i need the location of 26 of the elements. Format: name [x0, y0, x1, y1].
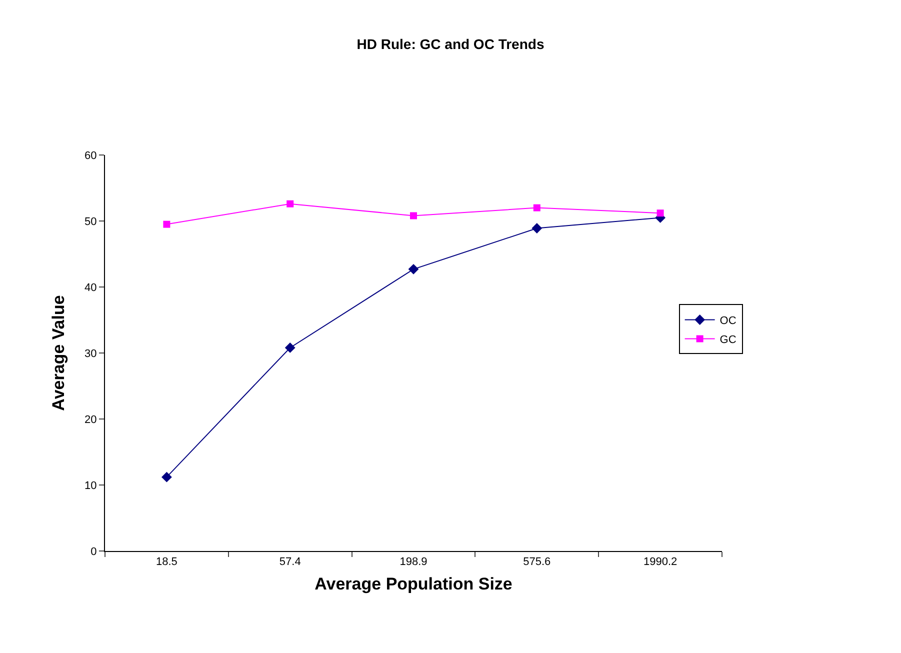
- point: [286, 200, 294, 208]
- y-tick-label: 50: [84, 216, 97, 228]
- y-tick-label: 0: [90, 546, 97, 558]
- point: [532, 223, 542, 234]
- point: [162, 472, 172, 482]
- point: [533, 204, 540, 212]
- chart-title: HD Rule: GC and OC Trends: [356, 36, 544, 52]
- y-tick-label: 60: [84, 150, 97, 162]
- point: [408, 264, 419, 274]
- y-axis-title: Average Value: [49, 295, 68, 411]
- y-tick-label: 40: [84, 282, 97, 294]
- point: [284, 342, 296, 353]
- point: [656, 210, 664, 217]
- x-tick-label: 198.9: [400, 556, 428, 568]
- y-tick-label: 30: [84, 348, 97, 360]
- x-axis-title: Average Population Size: [314, 574, 512, 594]
- x-tick-label: 18.5: [156, 556, 178, 568]
- legend-label: GC: [720, 334, 736, 346]
- point: [163, 220, 170, 228]
- x-tick-label: 575.6: [523, 556, 551, 568]
- x-tick-label: 57.4: [279, 556, 301, 568]
- legend-label: OC: [720, 315, 736, 328]
- y-tick-label: 20: [84, 414, 97, 426]
- point: [410, 212, 417, 220]
- y-tick-label: 10: [84, 480, 97, 492]
- x-tick-label: 1990.2: [643, 556, 678, 568]
